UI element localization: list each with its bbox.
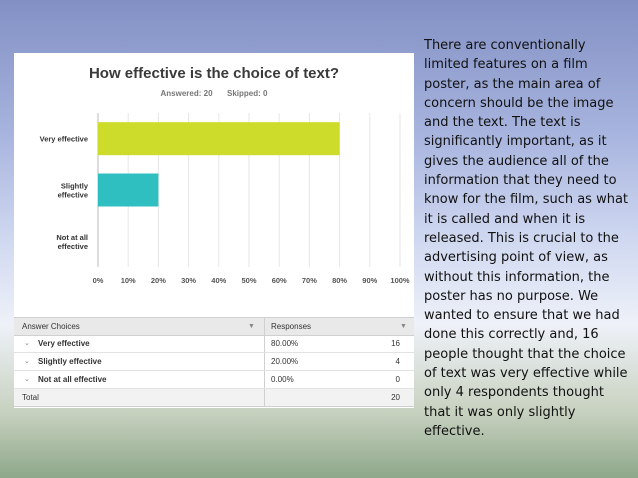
x-tick-label: 60% <box>272 276 287 285</box>
chevron-down-icon[interactable]: ⌄ <box>24 340 30 347</box>
row-count: 4 <box>395 357 400 366</box>
x-tick-label: 40% <box>211 276 226 285</box>
row-count: 0 <box>395 375 400 384</box>
x-tick-label: 20% <box>151 276 166 285</box>
chevron-down-icon[interactable]: ▼ <box>400 323 407 330</box>
chart-title: How effective is the choice of text? <box>88 65 340 82</box>
table-header-row: Answer Choices ▼ Responses ▼ <box>14 317 414 336</box>
x-tick-label: 30% <box>181 276 196 285</box>
response-summary: Answered: 20 Skipped: 0 <box>14 89 414 98</box>
row-choice: Not at all effective <box>38 375 107 384</box>
chevron-down-icon[interactable]: ⌄ <box>24 358 30 365</box>
row-percent: 80.00% <box>271 339 299 348</box>
survey-panel: How effective is the choice of text? Ans… <box>14 53 414 408</box>
bar <box>98 173 159 207</box>
x-tick-label: 50% <box>241 276 256 285</box>
total-label: Total <box>22 393 39 402</box>
bar <box>98 122 340 156</box>
answered-count: Answered: 20 <box>160 89 213 98</box>
commentary-text: There are conventionally limited feature… <box>424 38 629 439</box>
category-label: Very effective <box>40 135 88 144</box>
x-tick-label: 0% <box>93 276 104 285</box>
x-tick-label: 80% <box>332 276 347 285</box>
x-tick-label: 100% <box>390 276 410 285</box>
table-row: ⌄ Very effective 80.00% 16 <box>14 335 414 353</box>
chevron-down-icon[interactable]: ⌄ <box>24 376 30 383</box>
table-row: ⌄ Not at all effective 0.00% 0 <box>14 371 414 389</box>
bar-chart: 0% 10% 20% 30% 40% 50% 60% 70% 80% 90% 100% Very ef… <box>40 113 410 285</box>
header-responses: Responses <box>271 322 312 331</box>
category-label: Not at all effective <box>56 233 88 251</box>
row-choice: Very effective <box>38 339 90 348</box>
chevron-down-icon[interactable]: ▼ <box>248 323 255 330</box>
skipped-count: Skipped: 0 <box>227 89 268 98</box>
row-percent: 0.00% <box>271 375 294 384</box>
x-tick-label: 70% <box>302 276 317 285</box>
table-total-row: Total 20 <box>14 389 414 407</box>
table-row: ⌄ Slightly effective 20.00% 4 <box>14 353 414 371</box>
row-percent: 20.00% <box>271 357 299 366</box>
total-count: 20 <box>391 393 400 402</box>
x-tick-label: 10% <box>121 276 136 285</box>
category-label: Slightly effective <box>58 182 89 200</box>
row-count: 16 <box>391 339 400 348</box>
header-answer-choices: Answer Choices <box>22 322 80 331</box>
row-choice: Slightly effective <box>38 357 102 366</box>
x-tick-label: 90% <box>362 276 377 285</box>
